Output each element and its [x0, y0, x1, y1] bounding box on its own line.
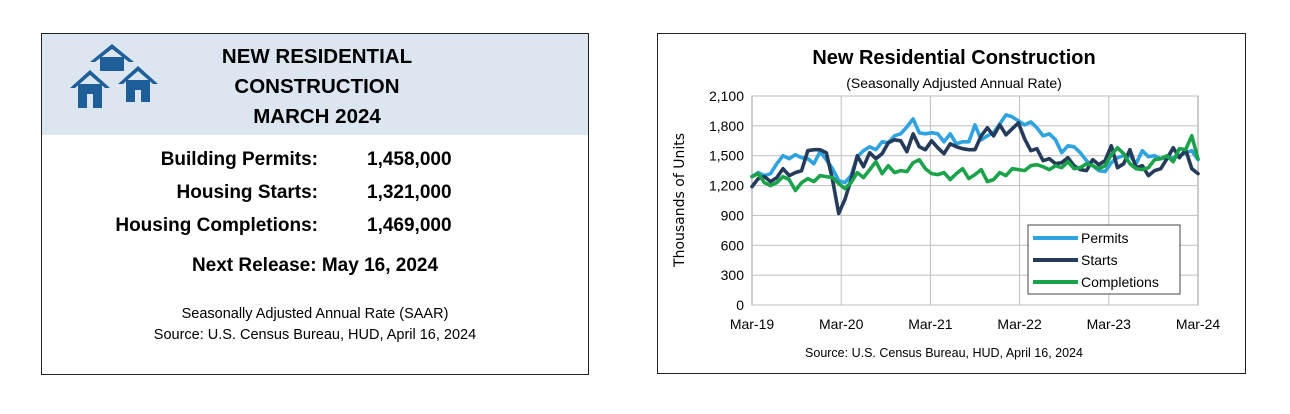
- y-tick-label: 1,500: [709, 148, 744, 164]
- next-release: Next Release: May 16, 2024: [191, 255, 439, 276]
- x-tick-label: Mar-22: [997, 316, 1042, 332]
- chart-panel: New Residential Construction (Seasonally…: [657, 33, 1246, 374]
- line-chart: New Residential Construction (Seasonally…: [672, 47, 1220, 360]
- summary-note: Seasonally Adjusted Annual Rate (SAAR) S…: [42, 304, 588, 346]
- y-tick-label: 600: [721, 237, 745, 253]
- y-tick-label: 1,200: [709, 178, 744, 194]
- summary-title: NEW RESIDENTIAL CONSTRUCTION MARCH 2024: [192, 42, 442, 132]
- x-tick-label: Mar-23: [1087, 316, 1132, 332]
- axis-ticks: 0 300 600 900 1,200 1,500 1,800 2,100 Mar-19 Mar-…: [709, 88, 1220, 332]
- legend-label: Permits: [1081, 230, 1128, 246]
- stat-row-permits: Building Permits: 1,458,000: [42, 149, 588, 179]
- x-tick-label: Mar-21: [908, 316, 953, 332]
- chart-source: Source: U.S. Census Bureau, HUD, April 1…: [805, 346, 1083, 360]
- summary-header: NEW RESIDENTIAL CONSTRUCTION MARCH 2024: [42, 34, 588, 135]
- stat-value: 1,458,000: [367, 149, 452, 170]
- y-tick-label: 1,800: [709, 118, 744, 134]
- stat-row-completions: Housing Completions: 1,469,000: [42, 215, 588, 245]
- houses-icon: [70, 44, 158, 108]
- y-tick-label: 2,100: [709, 88, 744, 104]
- chart-title: New Residential Construction: [812, 47, 1095, 69]
- stat-label: Housing Starts:: [176, 182, 318, 203]
- summary-title-line: NEW RESIDENTIAL: [221, 45, 413, 68]
- y-tick-label: 0: [736, 297, 744, 313]
- stat-value: 1,321,000: [367, 182, 452, 203]
- summary-title-line: CONSTRUCTION: [234, 75, 400, 98]
- stat-label: Building Permits:: [160, 149, 318, 170]
- saar-note: Seasonally Adjusted Annual Rate (SAAR): [181, 306, 449, 322]
- stat-row-starts: Housing Starts: 1,321,000: [42, 182, 588, 212]
- summary-card: NEW RESIDENTIAL CONSTRUCTION MARCH 2024 …: [41, 33, 589, 375]
- legend-label: Completions: [1081, 274, 1159, 290]
- series-lines: [750, 113, 1200, 216]
- series-line-completions: [750, 134, 1200, 193]
- stat-label: Housing Completions:: [115, 215, 318, 236]
- source-note: Source: U.S. Census Bureau, HUD, April 1…: [153, 327, 477, 343]
- series-line-starts: [750, 121, 1200, 216]
- legend-label: Starts: [1081, 252, 1118, 268]
- y-tick-label: 300: [721, 267, 745, 283]
- legend: Permits Starts Completions: [1027, 224, 1181, 295]
- x-tick-label: Mar-24: [1176, 316, 1221, 332]
- y-tick-label: 900: [721, 207, 745, 223]
- x-tick-label: Mar-20: [819, 316, 864, 332]
- summary-title-line: MARCH 2024: [253, 105, 381, 128]
- y-axis-label: Thousands of Units: [672, 133, 688, 268]
- x-tick-label: Mar-19: [730, 316, 775, 332]
- chart-subtitle: (Seasonally Adjusted Annual Rate): [846, 75, 1062, 91]
- stat-value: 1,469,000: [367, 215, 452, 236]
